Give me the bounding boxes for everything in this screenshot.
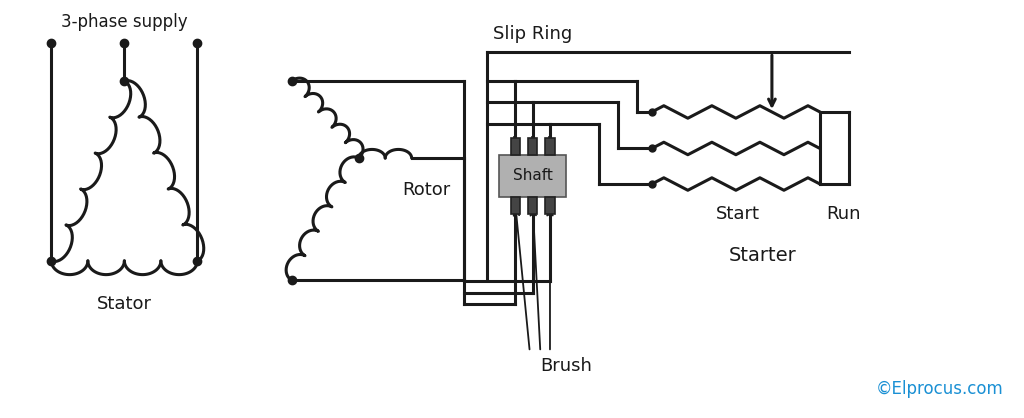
Bar [511, 196, 520, 214]
Text: Slip Ring: Slip Ring [494, 25, 572, 43]
Text: Start: Start [716, 205, 760, 223]
Bar [528, 196, 538, 214]
Text: ©Elprocus.com: ©Elprocus.com [876, 380, 1004, 398]
Text: Starter: Starter [728, 247, 797, 265]
Text: Shaft: Shaft [513, 168, 553, 184]
Bar [545, 138, 555, 155]
Bar [545, 196, 555, 214]
Text: 3-phase supply: 3-phase supply [61, 13, 187, 31]
Text: Run: Run [826, 205, 861, 223]
Bar [511, 138, 520, 155]
Text: Brush: Brush [541, 357, 592, 375]
Bar [528, 138, 538, 155]
Text: Rotor: Rotor [401, 181, 451, 199]
Bar [499, 155, 566, 196]
Text: Stator: Stator [97, 295, 152, 313]
